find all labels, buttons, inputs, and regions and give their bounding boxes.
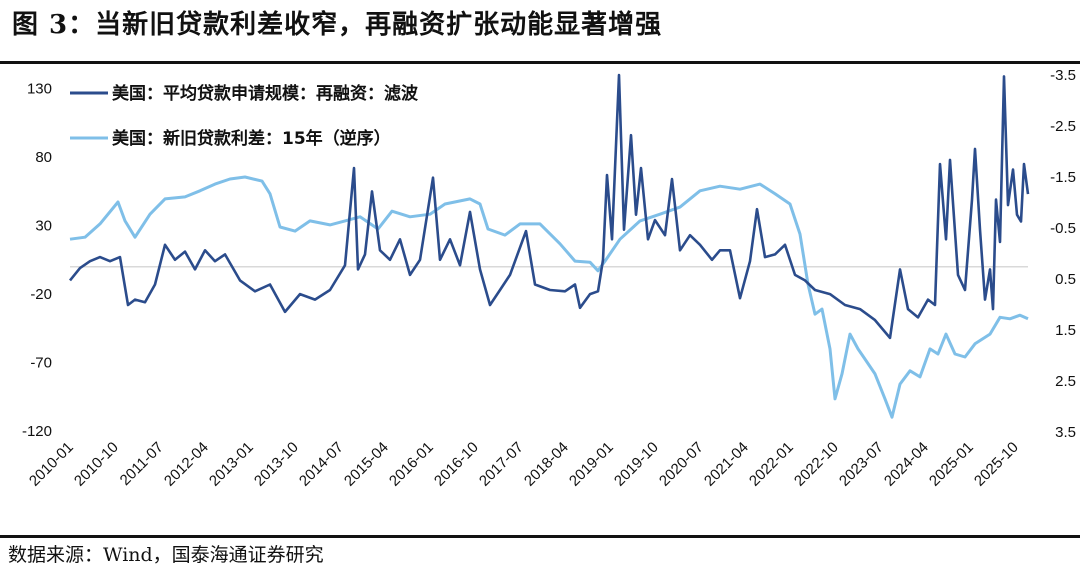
x-axis-tick-label: 2022-01 xyxy=(746,439,797,490)
legend: 美国：平均贷款申请规模：再融资：滤波 美国：新旧贷款利差：15年（逆序） xyxy=(70,83,419,149)
x-axis-tick-label: 2019-01 xyxy=(566,439,617,490)
x-axis-tick-label: 2020-07 xyxy=(656,439,707,490)
x-axis-tick-label: 2011-07 xyxy=(117,439,167,489)
left-axis-tick-label: 130 xyxy=(27,81,52,98)
series-line-refinance-size xyxy=(68,73,1030,340)
x-axis-tick-label: 2025-10 xyxy=(971,439,1022,490)
x-axis-tick-label: 2013-01 xyxy=(206,439,257,490)
x-axis-tick-label: 2010-10 xyxy=(71,439,122,490)
x-axis-tick-label: 2022-10 xyxy=(791,439,842,490)
legend-label-refinance-size: 美国：平均贷款申请规模：再融资：滤波 xyxy=(112,83,419,104)
legend-label-rate-spread: 美国：新旧贷款利差：15年（逆序） xyxy=(112,128,391,149)
right-axis-tick-label: -2.5 xyxy=(1050,118,1076,135)
x-axis-tick-label: 2014-07 xyxy=(296,439,347,490)
x-axis-tick-label: 2013-10 xyxy=(251,439,302,490)
right-axis-tick-label: 1.5 xyxy=(1055,322,1076,339)
x-axis-tick-label: 2018-04 xyxy=(521,439,572,490)
left-axis-tick-label: 30 xyxy=(35,218,52,235)
x-axis-tick-label: 2017-07 xyxy=(476,439,527,490)
left-axis-tick-label: 80 xyxy=(35,149,52,166)
right-axis-tick-label: -3.5 xyxy=(1050,67,1076,84)
left-axis-tick-label: -120 xyxy=(22,423,52,440)
x-axis-tick-label: 2015-04 xyxy=(341,439,392,490)
x-axis-tick-label: 2016-10 xyxy=(431,439,482,490)
right-axis-tick-label: 0.5 xyxy=(1055,271,1076,288)
x-axis-tick-label: 2010-01 xyxy=(26,439,77,490)
left-axis-tick-label: -70 xyxy=(30,355,52,372)
x-axis-tick-label: 2016-01 xyxy=(386,439,437,490)
x-axis-tick-label: 2019-10 xyxy=(611,439,662,490)
bottom-rule xyxy=(0,535,1080,538)
top-rule xyxy=(0,61,1080,64)
figure-title: 图 3：当新旧贷款利差收窄，再融资扩张动能显著增强 xyxy=(12,10,663,40)
x-axis-tick-label: 2012-04 xyxy=(161,439,212,490)
right-axis-tick-label: 3.5 xyxy=(1055,424,1076,441)
right-axis-tick-label: 2.5 xyxy=(1055,373,1076,390)
series-line-rate-spread xyxy=(69,175,1029,419)
source-note: 数据来源：Wind，国泰海通证券研究 xyxy=(8,544,324,566)
x-axis-tick-label: 2021-04 xyxy=(701,439,752,490)
right-axis-tick-label: -0.5 xyxy=(1050,220,1076,237)
x-axis-tick-label: 2024-04 xyxy=(881,439,932,490)
x-axis-tick-label: 2023-07 xyxy=(836,439,887,490)
x-axis-tick-label: 2025-01 xyxy=(926,439,977,490)
left-axis-tick-label: -20 xyxy=(30,286,52,303)
right-axis-tick-label: -1.5 xyxy=(1050,169,1076,186)
